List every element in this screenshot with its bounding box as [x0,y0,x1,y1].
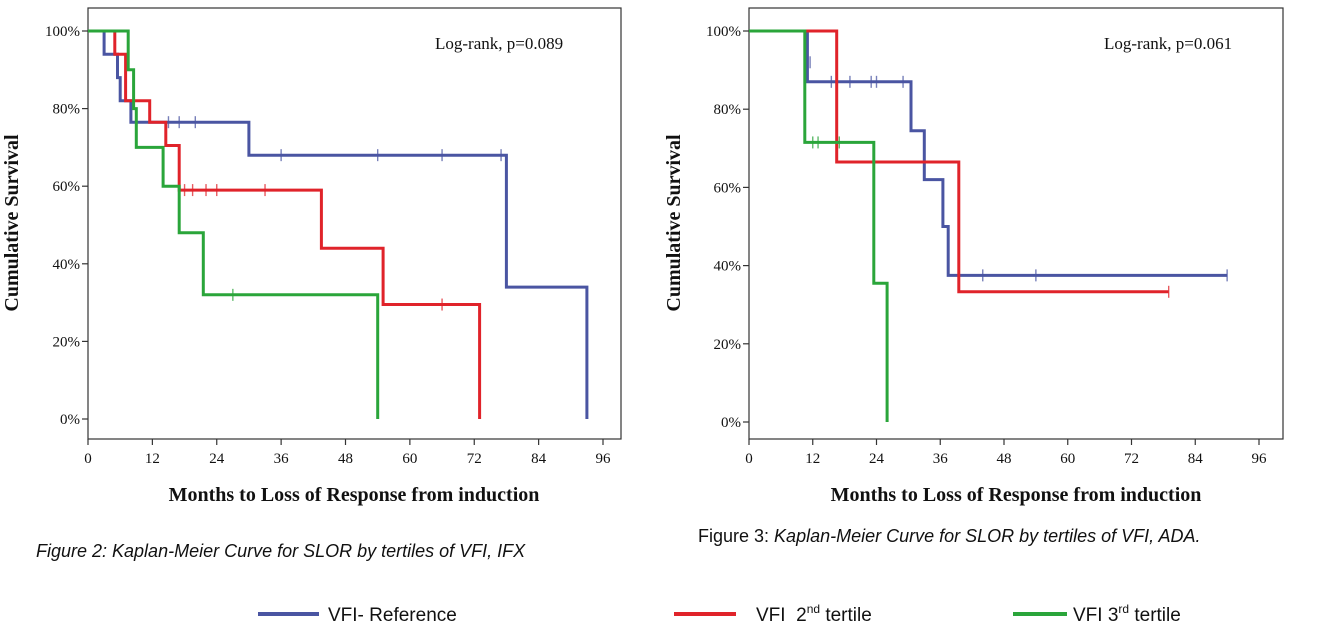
plot-frame [87,7,622,440]
legend-label-2nd-sup: nd [807,602,820,616]
y-tick-label: 100% [706,24,741,40]
x-tick-label: 48 [997,451,1012,467]
x-tick-label: 0 [745,451,753,467]
tick-layer: 0 12 24 36 48 60 72 84 96 0% 20% 40% 60% 80% 100% [45,24,611,467]
x-tick-label: 12 [145,451,160,467]
legend-label-3rd-sup: rd [1118,602,1129,616]
legend: VFI- Reference VFI 2nd tertile VFI 3rd t… [258,602,1181,624]
legend-label-2nd-tertile: VFI 2nd tertile [756,602,872,624]
x-tick-label: 0 [84,451,92,467]
series-line-vfi-3rd-tertile [749,29,889,422]
x-tick-label: 48 [338,451,353,467]
x-tick-label: 84 [531,451,547,467]
x-tick-label: 60 [402,451,417,467]
y-tick-label: 60% [53,179,81,195]
y-tick-label: 40% [53,257,81,273]
x-tick-label: 24 [209,451,225,467]
legend-label-2nd-tail: tertile [820,605,872,624]
x-tick-label: 60 [1060,451,1075,467]
legend-item-reference: VFI- Reference [258,605,457,624]
km-chart-ada: 0 12 24 36 48 60 72 84 96 0% 20% 40% 60% 80% 100% Log-… [663,7,1284,506]
y-tick-label: 100% [45,24,80,40]
x-tick-label: 36 [274,451,290,467]
series-layer [88,29,589,419]
km-chart-ifx: 0 12 24 36 48 60 72 84 96 0% 20% 40% 60% 80% 100% Log-… [1,7,622,506]
series-line-vfi-reference [749,29,1228,277]
y-tick-label: 0% [60,412,80,428]
legend-label-reference: VFI- Reference [328,605,457,624]
x-tick-label: 36 [933,451,949,467]
logrank-annotation: Log-rank, p=0.089 [435,34,563,53]
figure-3-caption-prefix: Figure 3: [698,526,774,546]
plot-frame [748,7,1284,440]
y-axis-title: Cumulative Survival [1,134,23,312]
legend-label-2nd-main: VFI 2 [756,605,807,624]
x-tick-label: 72 [467,451,482,467]
legend-label-3rd-main: VFI 3 [1073,605,1118,624]
y-axis-title: Cumulative Survival [663,134,685,312]
y-tick-label: 40% [714,259,742,275]
x-tick-label: 12 [805,451,820,467]
legend-item-3rd-tertile: VFI 3rd tertile [1013,602,1181,624]
legend-label-3rd-tail: tertile [1129,605,1181,624]
figure-2-caption: Figure 2: Kaplan-Meier Curve for SLOR by… [36,541,526,561]
x-axis-title: Months to Loss of Response from inductio… [831,484,1202,506]
x-axis-title: Months to Loss of Response from inductio… [169,484,540,506]
x-tick-label: 72 [1124,451,1139,467]
y-tick-label: 80% [714,102,742,118]
series-layer [749,29,1228,422]
y-tick-label: 60% [714,180,742,196]
logrank-annotation: Log-rank, p=0.061 [1104,34,1232,53]
x-tick-label: 96 [596,451,612,467]
y-tick-label: 20% [714,337,742,353]
figure-3-caption: Figure 3: Kaplan-Meier Curve for SLOR by… [698,526,1201,546]
series-line-vfi-2nd-tertile [88,29,482,419]
x-tick-label: 84 [1188,451,1204,467]
legend-label-3rd-tertile: VFI 3rd tertile [1073,602,1181,624]
figure-3-caption-italic: Kaplan-Meier Curve for SLOR by tertiles … [774,526,1200,546]
series-line-vfi-2nd-tertile [749,29,1169,294]
series-line-vfi-3rd-tertile [88,29,380,419]
y-tick-label: 20% [53,334,81,350]
legend-item-2nd-tertile: VFI 2nd tertile [674,602,872,624]
tick-layer: 0 12 24 36 48 60 72 84 96 0% 20% 40% 60% 80% 100% [706,24,1267,467]
x-tick-label: 96 [1252,451,1268,467]
x-tick-label: 24 [869,451,885,467]
y-tick-label: 80% [53,102,81,118]
y-tick-label: 0% [721,415,741,431]
